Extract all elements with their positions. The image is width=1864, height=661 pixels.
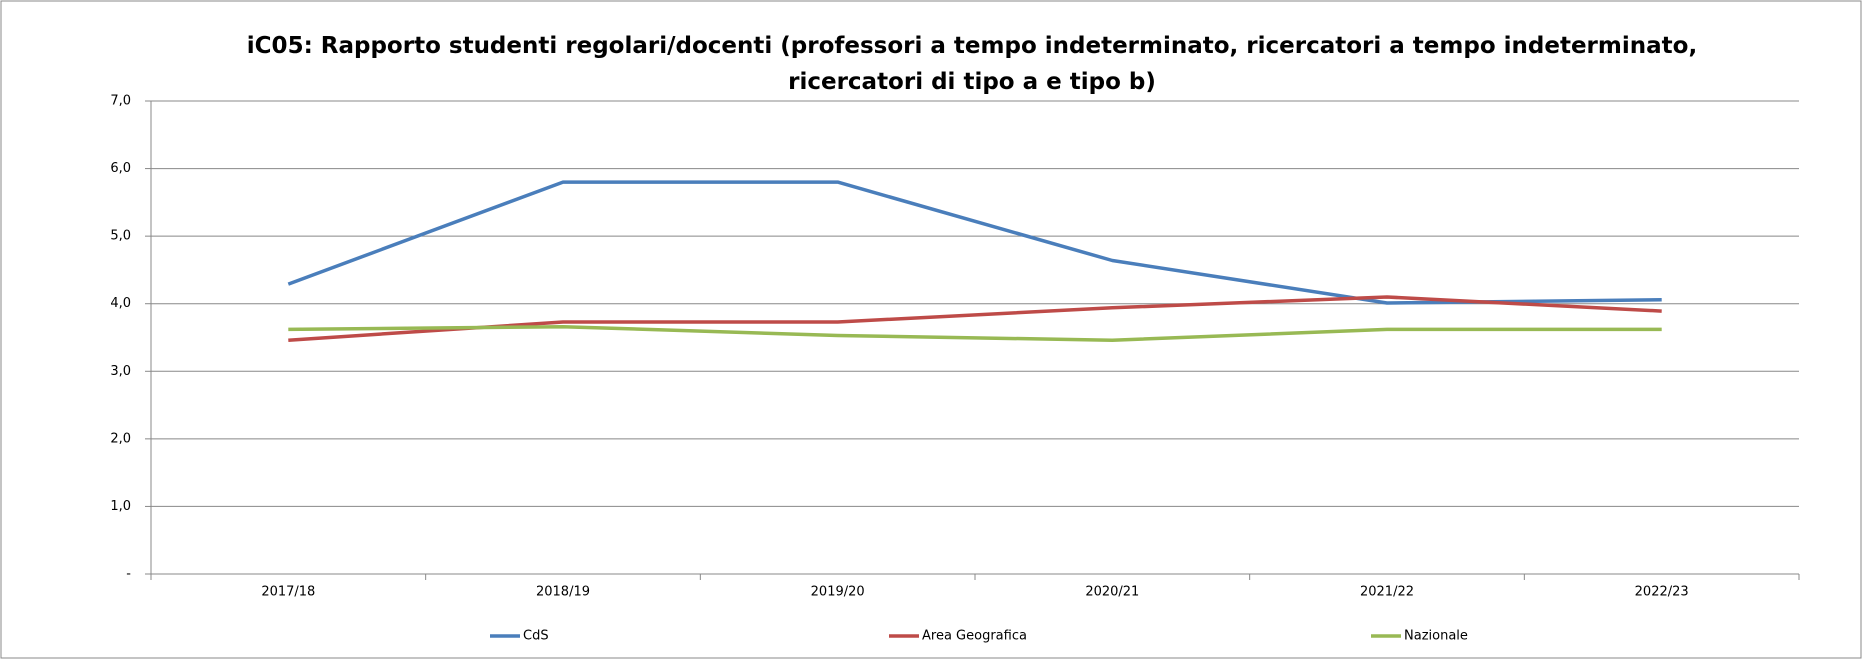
series-line	[288, 324, 1662, 342]
series-line	[288, 295, 1662, 342]
x-tick-label: 2017/18	[261, 585, 315, 600]
y-tick-label: -	[126, 567, 131, 582]
y-tick-label: 4,0	[110, 296, 131, 311]
series-line	[287, 180, 1662, 305]
chart-title: iC05: Rapporto studenti regolari/docenti…	[246, 33, 1698, 95]
legend-label: Nazionale	[1404, 629, 1468, 644]
x-tick-label: 2018/19	[536, 585, 590, 600]
y-tick-label: 2,0	[110, 431, 131, 446]
x-tick-label: 2019/20	[811, 585, 865, 600]
legend-label: Area Geografica	[922, 629, 1027, 644]
y-tick-label: 7,0	[110, 94, 131, 109]
y-tick-label: 3,0	[110, 364, 131, 379]
y-tick-label: 5,0	[110, 229, 131, 244]
y-tick-label: 6,0	[110, 161, 131, 176]
legend-label: CdS	[523, 629, 549, 644]
y-tick-label: 1,0	[110, 499, 131, 514]
x-tick-label: 2020/21	[1085, 585, 1139, 600]
x-tick-label: 2022/23	[1635, 585, 1689, 600]
x-tick-label: 2021/22	[1360, 585, 1414, 600]
